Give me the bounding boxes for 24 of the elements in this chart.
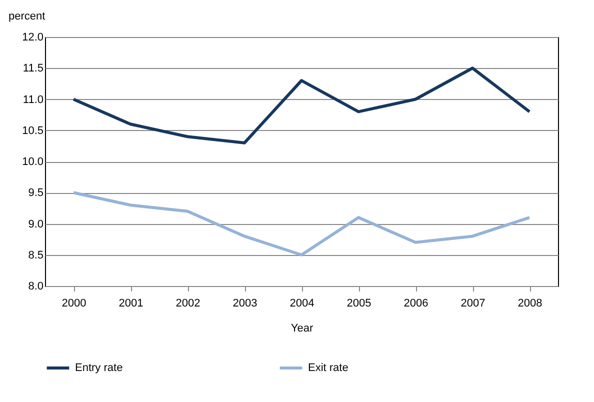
x-tick-label: 2002 [176,298,200,310]
y-tick-label: 11.0 [22,94,44,106]
y-tick-label: 10.0 [22,156,44,168]
y-tick-label: 10.5 [22,124,44,137]
x-tick-label: 2000 [62,298,86,310]
x-tick-label: 2004 [290,298,314,310]
x-tick-label: 2001 [118,298,144,310]
x-tick-label: 2007 [460,298,486,310]
y-tick-label: 8.5 [28,249,44,262]
y-tick-label: 9.0 [28,218,44,230]
x-tick-label: 2008 [518,298,542,310]
x-tick-label: 2003 [232,298,258,310]
line-series [72,191,531,256]
y-tick-label: 9.5 [28,187,44,200]
y-axis-title: percent [8,10,46,22]
x-tick-label: 2006 [404,298,428,310]
y-tick-label: 12.0 [22,32,44,44]
legend-label: Entry rate [75,362,123,374]
legend-label: Exit rate [308,362,348,374]
x-axis-title: Year [290,322,314,334]
y-tick-label: 11.5 [22,62,44,75]
x-tick-label: 2005 [346,298,372,310]
line-series [72,66,531,144]
y-tick-label: 8.0 [28,280,44,292]
